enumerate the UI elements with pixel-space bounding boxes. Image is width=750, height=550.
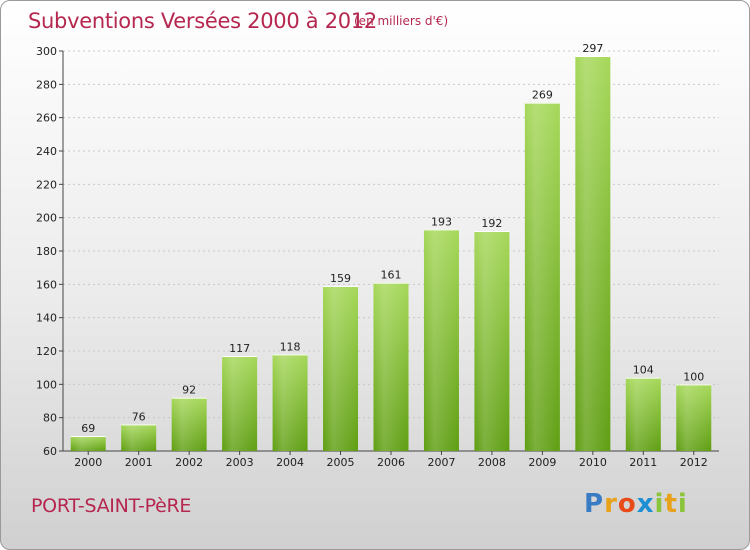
y-tick-label: 100 [36, 378, 57, 391]
bar-highlight [423, 229, 459, 451]
x-tick-label: 2003 [226, 456, 254, 469]
y-tick-label: 220 [36, 178, 57, 191]
data-label: 193 [431, 215, 452, 228]
y-tick-label: 300 [36, 45, 57, 58]
logo-letter: x [636, 489, 655, 519]
data-label: 69 [81, 422, 95, 435]
x-tick-label: 2001 [125, 456, 153, 469]
data-label: 76 [132, 410, 146, 423]
x-tick-label: 2009 [528, 456, 556, 469]
bar-highlight [323, 286, 359, 451]
x-tick-label: 2002 [175, 456, 203, 469]
x-tick-label: 2007 [427, 456, 455, 469]
data-label: 192 [481, 217, 502, 230]
data-label: 104 [633, 364, 654, 377]
y-tick-label: 240 [36, 145, 57, 158]
bar-layer: 69 76 92 117 118 159 161 193 192 269 297 104 100 [70, 42, 712, 452]
bar-highlight [222, 356, 258, 451]
data-label: 297 [582, 42, 603, 55]
x-tick-label: 2000 [74, 456, 102, 469]
data-label: 92 [182, 384, 196, 397]
x-tick-label: 2005 [327, 456, 355, 469]
x-tick-label: 2004 [276, 456, 304, 469]
x-tick-label: 2011 [629, 456, 657, 469]
chart-title: Subventions Versées 2000 à 2012 [28, 9, 377, 33]
y-tick-label: 160 [36, 278, 57, 291]
bar-highlight [625, 377, 661, 451]
data-label: 161 [381, 269, 402, 282]
y-tick-label: 280 [36, 78, 57, 91]
y-tick-label: 200 [36, 212, 57, 225]
y-tick-label: 140 [36, 312, 57, 325]
commune-name: PORT-SAINT-PèRE [31, 495, 192, 517]
data-label: 118 [280, 340, 301, 353]
y-tick-label: 260 [36, 112, 57, 125]
bar-highlight [121, 424, 157, 451]
logo-letter: i [654, 489, 665, 519]
chart-unit: (en milliers d'€) [354, 14, 449, 28]
bar-highlight [575, 56, 611, 451]
data-label: 117 [229, 342, 250, 355]
y-tick-label: 60 [43, 445, 57, 458]
logo-letter: o [617, 489, 637, 519]
x-tick-label: 2008 [478, 456, 506, 469]
x-tick-label: 2010 [579, 456, 607, 469]
x-tick-label: 2012 [680, 456, 708, 469]
proxiti-logo: Proxiti [584, 489, 688, 519]
bar-highlight [373, 282, 409, 451]
bar-highlight [272, 354, 308, 451]
bar-highlight [70, 436, 106, 451]
y-tick-label: 80 [43, 412, 57, 425]
data-label: 269 [532, 89, 553, 102]
logo-letter: i [677, 489, 688, 519]
bar-highlight [676, 384, 712, 451]
y-tick-label: 120 [36, 345, 57, 358]
y-tick-label: 180 [36, 245, 57, 258]
logo-letter: r [604, 489, 618, 519]
x-tick-label: 2006 [377, 456, 405, 469]
bar-highlight [171, 397, 207, 451]
data-label: 159 [330, 272, 351, 285]
logo-letter: P [584, 489, 605, 519]
logo-letter: t [664, 489, 678, 519]
bar-highlight [474, 231, 510, 451]
bar-highlight [524, 102, 560, 452]
data-label: 100 [683, 370, 704, 383]
